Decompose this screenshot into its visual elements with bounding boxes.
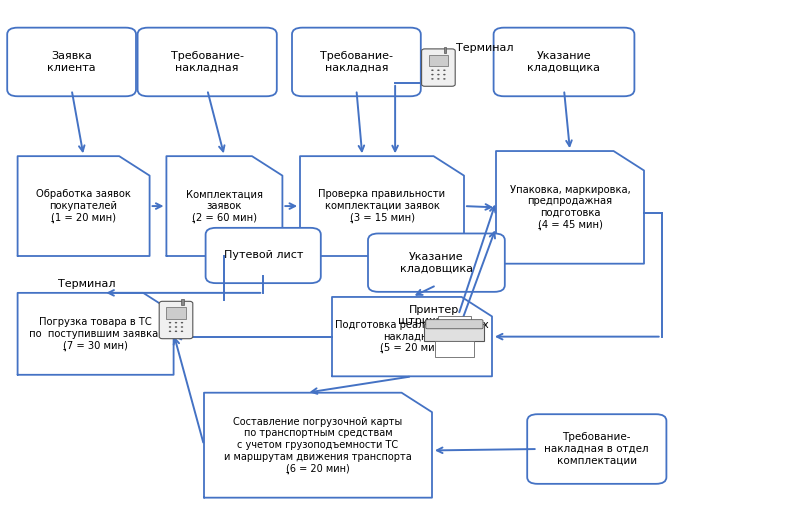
Text: Требование-
накладная: Требование- накладная	[320, 51, 393, 73]
Text: Обработка заявок
покупателей
(͉1 = 20 мин): Обработка заявок покупателей (͉1 = 20 ми…	[36, 189, 131, 223]
Circle shape	[181, 331, 183, 332]
Circle shape	[169, 331, 171, 332]
Text: Требование-
накладная в отдел
комплектации: Требование- накладная в отдел комплектац…	[545, 433, 649, 465]
Polygon shape	[204, 393, 432, 498]
FancyBboxPatch shape	[292, 28, 421, 96]
Text: Составление погрузочной карты
по транспортным средствам
с учетом грузоподъемност: Составление погрузочной карты по транспо…	[224, 417, 412, 474]
Circle shape	[169, 322, 171, 324]
FancyBboxPatch shape	[422, 49, 455, 86]
Text: Проверка правильности
комплектации заявок
(͉3 = 15 мин): Проверка правильности комплектации заяво…	[318, 189, 446, 223]
Circle shape	[181, 326, 183, 328]
Circle shape	[443, 78, 446, 80]
Bar	[166, 307, 186, 318]
Text: Заявка
клиента: Заявка клиента	[47, 51, 96, 73]
Bar	[424, 325, 484, 342]
Polygon shape	[166, 156, 282, 256]
Circle shape	[437, 74, 440, 75]
Text: Указание
кладовщика: Указание кладовщика	[527, 51, 601, 73]
Circle shape	[169, 326, 171, 328]
Bar	[182, 299, 184, 305]
Circle shape	[443, 70, 446, 71]
Circle shape	[431, 74, 434, 75]
Bar	[435, 342, 474, 357]
FancyBboxPatch shape	[527, 414, 666, 484]
FancyBboxPatch shape	[206, 228, 321, 283]
FancyBboxPatch shape	[159, 301, 193, 339]
Circle shape	[431, 78, 434, 80]
Text: Комплектация
заявок
(͉2 = 60 мин): Комплектация заявок (͉2 = 60 мин)	[186, 189, 263, 223]
FancyBboxPatch shape	[7, 28, 136, 96]
Bar	[444, 47, 446, 53]
Circle shape	[174, 322, 178, 324]
Bar	[429, 55, 448, 66]
Bar	[438, 316, 471, 325]
Text: Принтер
штрихкодов: Принтер штрихкодов	[398, 305, 470, 326]
Polygon shape	[300, 156, 464, 256]
Polygon shape	[496, 151, 644, 264]
Polygon shape	[332, 297, 492, 376]
Circle shape	[181, 322, 183, 324]
Circle shape	[437, 70, 440, 71]
FancyBboxPatch shape	[426, 319, 483, 329]
Text: Требование-
накладная: Требование- накладная	[170, 51, 244, 73]
Circle shape	[437, 78, 440, 80]
Polygon shape	[18, 156, 150, 256]
Text: Путевой лист: Путевой лист	[223, 250, 303, 261]
FancyBboxPatch shape	[494, 28, 634, 96]
FancyBboxPatch shape	[368, 233, 505, 292]
Text: Терминал: Терминал	[456, 43, 514, 53]
Text: Упаковка, маркировка,
предпродажная
подготовка
(͉4 = 45 мин): Упаковка, маркировка, предпродажная подг…	[510, 185, 630, 230]
FancyBboxPatch shape	[138, 28, 277, 96]
Text: Терминал: Терминал	[58, 279, 116, 289]
Circle shape	[443, 74, 446, 75]
Text: Погрузка товара в ТС
 по  поступившим заявкам
(͉7 = 30 мин): Погрузка товара в ТС по поступившим заяв…	[26, 317, 166, 351]
Text: Указание
кладовщика: Указание кладовщика	[400, 252, 473, 273]
Circle shape	[174, 331, 178, 332]
Text: Подготовка реализационных
накладных
(͉5 = 20 мин): Подготовка реализационных накладных (͉5 …	[335, 320, 489, 353]
Circle shape	[174, 326, 178, 328]
Polygon shape	[18, 293, 174, 375]
Circle shape	[431, 70, 434, 71]
